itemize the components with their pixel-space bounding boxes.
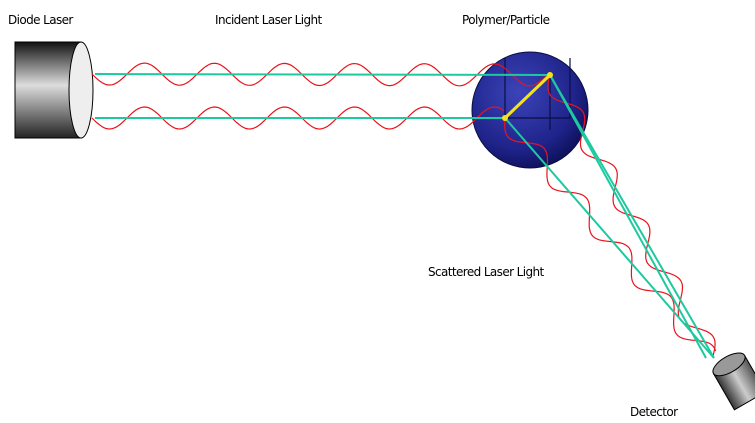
- scatter-point: [502, 115, 508, 121]
- label: Incident Laser Light: [215, 13, 322, 27]
- waves: [91, 62, 717, 358]
- light-wave: [91, 62, 551, 87]
- light-wave: [91, 106, 505, 130]
- label: Detector: [630, 405, 678, 419]
- label: Diode Laser: [8, 13, 73, 27]
- scatter-point: [547, 72, 553, 78]
- label: Polymer/Particle: [462, 13, 550, 27]
- label: Scattered Laser Light: [428, 265, 545, 279]
- light-wave: [504, 117, 717, 352]
- path-difference: [503, 73, 552, 120]
- beams: [94, 73, 715, 359]
- detector: [712, 352, 755, 411]
- particle: [471, 51, 589, 169]
- diode-laser: [14, 41, 94, 139]
